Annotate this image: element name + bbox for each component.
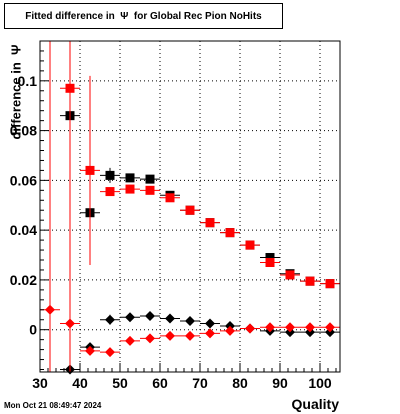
data-point-diamond: [185, 315, 195, 326]
plot-frame: [39, 40, 341, 373]
overflow-error-bars: [49, 41, 71, 372]
data-point-square: [125, 173, 135, 183]
data-point-diamond: [145, 333, 155, 344]
data-point-square: [185, 205, 195, 215]
data-point-square: [265, 257, 275, 267]
data-point-diamond: [125, 312, 135, 323]
data-point-square: [145, 174, 155, 184]
x-tick-label: 60: [152, 375, 168, 391]
data-point-diamond: [325, 322, 335, 333]
data-point-square: [225, 228, 235, 238]
chart-title: Fitted difference in Ψ for Global Rec Pi…: [25, 10, 262, 22]
x-tick-label: 100: [308, 375, 332, 391]
data-point-diamond: [245, 323, 255, 334]
y-tick-label: 0: [29, 322, 37, 338]
y-tick-label: 0.04: [10, 222, 37, 238]
data-point-diamond: [85, 345, 95, 356]
y-axis-label: difference in Ψ: [8, 44, 24, 140]
data-point-diamond: [105, 314, 115, 325]
y-tick-label: 0.08: [10, 123, 37, 139]
y-tick-label: 0.1: [18, 73, 38, 89]
series-4: [40, 304, 340, 358]
data-point-square: [265, 253, 275, 263]
data-point-diamond: [125, 335, 135, 346]
data-point-diamond: [205, 318, 215, 329]
data-point-square: [105, 170, 115, 180]
chart-title-box: Fitted difference in Ψ for Global Rec Pi…: [4, 3, 283, 29]
data-point-diamond: [285, 322, 295, 333]
data-point-square: [105, 187, 115, 197]
data-point-square: [165, 193, 175, 203]
x-tick-label: 70: [192, 375, 208, 391]
x-axis-label: Quality: [291, 396, 339, 412]
data-point-diamond: [305, 322, 315, 333]
x-tick-label: 90: [272, 375, 288, 391]
data-point-diamond: [265, 322, 275, 333]
data-point-square: [125, 184, 135, 194]
data-point-diamond: [165, 330, 175, 341]
series-layer: [40, 41, 340, 375]
data-point-square: [305, 276, 315, 286]
x-tick-label: 80: [232, 375, 248, 391]
axis-layer: 30 40 50 60 70 80 90 100 0 0.02 0.04 0.06 0.08 0.1: [10, 40, 337, 391]
data-point-square: [145, 185, 155, 195]
data-point-square: [245, 240, 255, 250]
x-tick-label: 40: [72, 375, 88, 391]
y-tick-label: 0.02: [10, 272, 37, 288]
data-point-square: [325, 279, 335, 289]
timestamp: Mon Oct 21 08:49:47 2024: [4, 401, 102, 410]
data-point-square: [285, 270, 295, 280]
data-point-square: [85, 165, 95, 175]
data-point-diamond: [105, 347, 115, 358]
series-2: [60, 75, 340, 289]
data-point-diamond: [205, 328, 215, 339]
data-point-square: [205, 218, 215, 228]
x-tick-label: 50: [112, 375, 128, 391]
y-tick-label: 0.06: [10, 172, 37, 188]
data-point-diamond: [185, 330, 195, 341]
data-point-diamond: [145, 311, 155, 322]
data-point-diamond: [165, 313, 175, 324]
data-point-diamond: [225, 325, 235, 336]
x-tick-label: 30: [32, 375, 48, 391]
